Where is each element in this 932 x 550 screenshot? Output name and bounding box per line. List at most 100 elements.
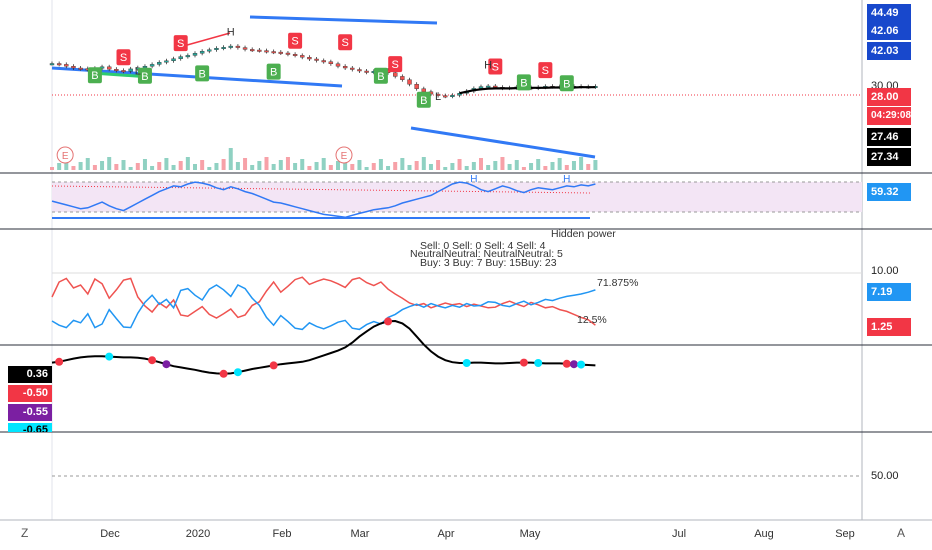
volume-bar xyxy=(571,161,576,170)
signal-sell-marker: S xyxy=(288,32,303,49)
candle-body xyxy=(328,61,334,65)
candle-body xyxy=(164,60,169,63)
candle-body xyxy=(485,85,491,88)
wave-signal-dot xyxy=(519,358,528,367)
candle-body xyxy=(192,53,198,56)
volume-bar xyxy=(235,162,240,170)
volume-bar xyxy=(135,163,140,170)
signal-sell-marker: S xyxy=(388,56,403,73)
candle-body xyxy=(364,70,369,73)
wave-signal-dot xyxy=(384,317,393,326)
marker-letter: B xyxy=(91,70,98,82)
rsi-pivot-label: H xyxy=(470,174,477,185)
marker-badge xyxy=(373,67,388,84)
volume-bar xyxy=(586,164,591,170)
candle-body xyxy=(49,63,55,66)
candle-body xyxy=(185,55,191,58)
rsi-value-label: 59.32 xyxy=(867,183,911,201)
candle-body xyxy=(314,58,319,61)
volume-bar xyxy=(350,164,355,170)
marker-letter: B xyxy=(520,77,527,89)
volume-bar xyxy=(285,157,290,170)
volume-bar xyxy=(157,162,162,170)
wave-signal-dot xyxy=(569,360,578,369)
volume-bar xyxy=(400,158,405,170)
volume-bar xyxy=(150,166,155,170)
price-label-27-34: 27.34 xyxy=(867,148,911,166)
price-label-42-06: 42.06 xyxy=(867,22,911,40)
x-tick-2020: 2020 xyxy=(185,528,211,540)
volume-bar xyxy=(436,160,441,170)
volume-bar xyxy=(221,159,226,170)
candle-body xyxy=(257,49,262,52)
signal-buy-marker: B xyxy=(516,74,531,91)
marker-badge xyxy=(288,32,303,49)
wave-label-0-36: 0.36 xyxy=(8,366,52,383)
signal-buy-marker: B xyxy=(559,75,574,92)
volume-bar xyxy=(500,157,505,170)
x-tick-jul: Jul xyxy=(671,528,687,540)
candle-body xyxy=(292,54,298,56)
earnings-letter: E xyxy=(62,151,69,162)
volume-bar xyxy=(107,157,112,170)
earnings-marker: E xyxy=(335,146,353,164)
volume-bar xyxy=(321,158,326,170)
candle-body xyxy=(207,49,212,52)
candle-body xyxy=(271,51,276,54)
signal-buy-marker: B xyxy=(87,67,102,84)
volume-bar xyxy=(64,159,69,170)
volume-bar xyxy=(243,158,248,170)
resistance-trendline xyxy=(249,15,438,25)
candle-body xyxy=(142,65,148,68)
candle-body xyxy=(400,76,405,80)
candle-body xyxy=(149,64,155,67)
marker-letter: B xyxy=(198,68,205,80)
volume-bar xyxy=(164,158,169,170)
wave-label-neg-0-55: -0.55 xyxy=(8,404,52,421)
volume-bar xyxy=(521,167,526,170)
volume-bar xyxy=(371,163,376,170)
volume-bar xyxy=(514,160,519,170)
candle-body xyxy=(214,48,219,50)
volume-bar xyxy=(579,157,584,170)
candle-body xyxy=(242,47,248,50)
x-tick-aug: Aug xyxy=(754,528,774,540)
volume-bar xyxy=(300,159,305,170)
candle-body xyxy=(407,79,412,85)
wave-signal-dot xyxy=(162,360,171,369)
candle-body xyxy=(114,68,119,71)
volume-bar xyxy=(471,162,476,170)
marker-letter: S xyxy=(392,59,399,71)
volume-bar xyxy=(85,158,90,170)
marker-badge xyxy=(538,62,553,79)
marker-letter: S xyxy=(341,37,348,49)
volume-bar xyxy=(128,167,133,170)
volume-bar xyxy=(386,166,391,170)
volume-bar xyxy=(486,165,491,170)
candle-body xyxy=(350,67,355,70)
candle-body xyxy=(443,95,448,98)
signal-sell-marker: S xyxy=(338,34,353,51)
power-red-label: 1.25 xyxy=(867,318,911,336)
candle-body xyxy=(435,93,441,96)
marker-badge xyxy=(516,74,531,91)
volume-bar xyxy=(200,160,205,170)
x-tick-may: May xyxy=(519,528,541,540)
marker-badge xyxy=(195,65,210,82)
volume-bar xyxy=(550,162,555,170)
volume-bar xyxy=(393,162,398,170)
volume-bar xyxy=(92,165,97,170)
volume-bar xyxy=(71,166,76,170)
candle-body xyxy=(228,45,233,48)
candle-body xyxy=(171,58,176,62)
volume-bar xyxy=(250,165,255,170)
volume-bar xyxy=(293,163,298,170)
auto-scale-button[interactable]: A xyxy=(897,526,906,540)
timezone-button[interactable]: Z xyxy=(21,526,29,540)
countdown-label: 04:29:08 xyxy=(867,107,911,125)
price-label-28-00: 28.00 xyxy=(867,88,911,106)
marker-badge xyxy=(559,75,574,92)
volume-bar xyxy=(450,163,455,170)
candle-body xyxy=(199,51,205,54)
